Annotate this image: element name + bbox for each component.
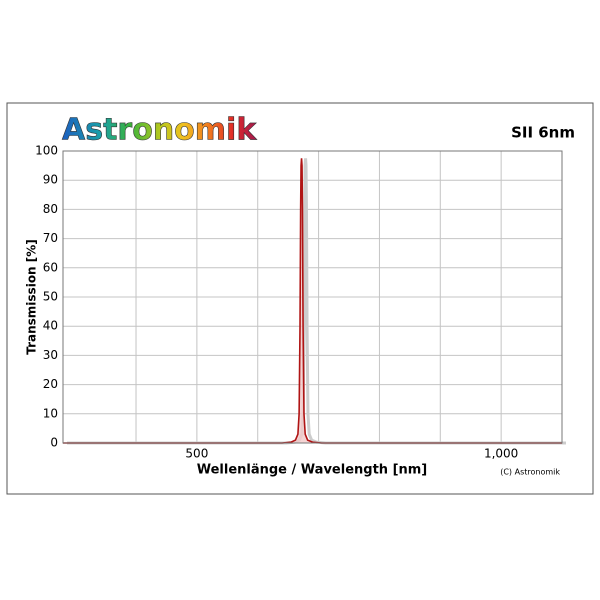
plot-border xyxy=(62,150,563,444)
y-tick-label: 10 xyxy=(43,406,58,420)
x-axis-label: Wellenlänge / Wavelength [nm] xyxy=(197,463,428,478)
y-tick-label: 60 xyxy=(43,260,58,274)
y-axis-label: Transmission [%] xyxy=(25,239,39,355)
y-tick-label: 90 xyxy=(43,173,58,187)
series-line xyxy=(63,158,562,444)
x-tick-label: 500 xyxy=(185,447,208,461)
y-tick-label: 100 xyxy=(35,144,58,158)
x-tick-label: 1,000 xyxy=(484,447,518,461)
y-tick-label: 20 xyxy=(43,377,58,391)
y-tick-label: 40 xyxy=(43,319,58,333)
brand-logo: Astronomik xyxy=(62,113,257,148)
y-tick-label: 70 xyxy=(43,231,58,245)
y-tick-label: 30 xyxy=(43,348,58,362)
copyright: (C) Astronomik xyxy=(500,468,560,477)
y-tick-label: 50 xyxy=(43,290,58,304)
plot-area: 0 10 20 30 40 50 60 70 80 90 100 500 1,000 xyxy=(35,144,566,461)
y-tick-label: 0 xyxy=(50,436,58,450)
y-tick-label: 80 xyxy=(43,202,58,216)
chart-title: SII 6nm xyxy=(511,124,575,142)
